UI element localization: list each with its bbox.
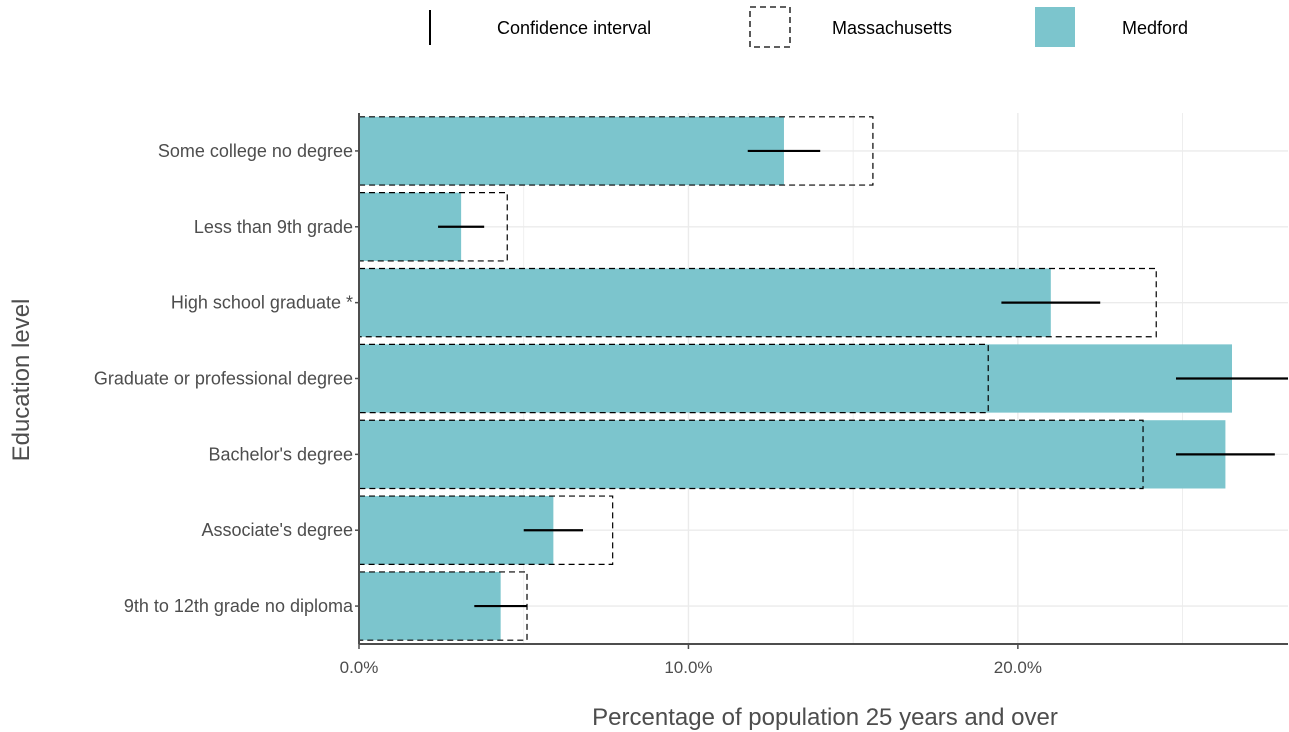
category-label: 9th to 12th grade no diploma xyxy=(124,596,354,616)
category-labels: Some college no degree Less than 9th grad… xyxy=(94,141,359,616)
medford-bar xyxy=(359,496,554,565)
category-label: Associate's degree xyxy=(201,520,353,540)
legend-medford-key xyxy=(1035,7,1075,47)
medford-bar xyxy=(359,116,784,186)
legend-ci-label: Confidence interval xyxy=(497,18,651,38)
x-axis-title: Percentage of population 25 years and ov… xyxy=(592,704,1058,731)
category-label: Bachelor's degree xyxy=(208,444,353,464)
x-tick-label: 20.0% xyxy=(994,658,1042,677)
legend-massachusetts-key xyxy=(749,6,791,48)
medford-bars xyxy=(359,116,1232,641)
legend-massachusetts-label: Massachusetts xyxy=(832,18,952,38)
medford-bar xyxy=(359,268,1051,337)
category-label: Graduate or professional degree xyxy=(94,369,353,389)
category-label: Less than 9th grade xyxy=(194,217,353,237)
x-tick-labels: 0.0% 10.0% 20.0% xyxy=(340,644,1042,677)
category-label: High school graduate * xyxy=(171,293,353,313)
legend-medford-label: Medford xyxy=(1122,18,1188,38)
y-axis-title: Education level xyxy=(8,299,35,462)
medford-bar xyxy=(359,420,1226,489)
massachusetts-bar xyxy=(358,267,1157,338)
x-tick-label: 10.0% xyxy=(664,658,712,677)
confidence-interval-lines xyxy=(438,149,1288,608)
legend: Confidence interval Massachusetts Medfor… xyxy=(429,6,1188,48)
x-tick-label: 0.0% xyxy=(340,658,379,677)
category-label: Some college no degree xyxy=(158,141,353,161)
massachusetts-bar xyxy=(358,192,508,262)
medford-bar xyxy=(359,344,1232,413)
